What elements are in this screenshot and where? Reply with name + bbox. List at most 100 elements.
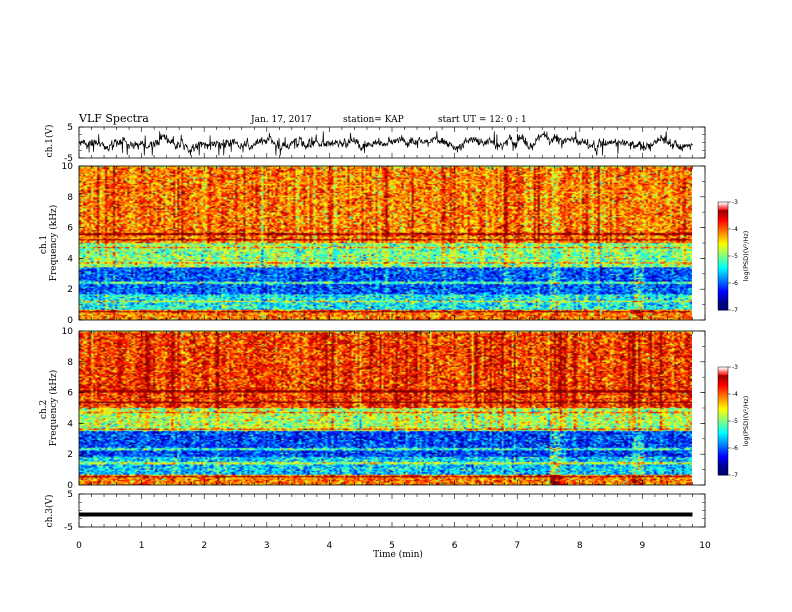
colorbar-segment [718,369,728,372]
colorbar-segment [718,394,728,396]
colorbar-segment [718,272,728,275]
colorbar-segment [718,461,728,464]
ch3-voltage-panel: 5 -5 [64,490,706,533]
station-label: station= KAP [343,115,404,125]
colorbar-segment [718,415,728,418]
colorbar-segment [718,254,728,257]
colorbar-segment [718,414,728,417]
colorbar-segment [718,381,728,384]
colorbar-segment [718,269,728,272]
colorbar-segment [718,412,728,415]
colorbar-tick-label: -4 [732,226,738,233]
colorbar-segment [718,367,728,369]
x-tick-label: 7 [514,541,520,551]
colorbar-segment [718,202,728,204]
colorbar-segment [718,396,728,399]
colorbar-segment [718,454,728,457]
colorbar-segment [718,392,728,395]
colorbar-segment [718,448,728,450]
colorbar-segment [718,433,728,435]
ch3-ylabel: ch.3(V) [44,495,55,528]
colorbar-segment [718,250,728,253]
ch2-spectrogram-ylabel: ch.2 Frequency (kHz) [39,370,59,447]
colorbar-segment [718,427,728,430]
colorbar-segment [718,439,728,442]
colorbar-segment [718,251,728,254]
colorbar-segment [718,430,728,433]
colorbar-segment [718,453,728,456]
colorbar-segment [718,216,728,219]
colorbar-segment [718,211,728,214]
colorbar-segment [718,438,728,441]
colorbar-segment [718,299,728,302]
y-tick-label: 10 [62,162,74,172]
colorbar-segment [718,277,728,280]
colorbar-segment [718,452,728,454]
colorbar-segment [718,389,728,392]
y-tick-label: 2 [67,450,73,460]
colorbar-segment [718,234,728,237]
colorbar-tick-label: -5 [732,418,738,425]
colorbar-segment [718,418,728,421]
colorbar-segment [718,261,728,264]
colorbar-segment [718,220,728,223]
colorbar-segment [718,404,728,407]
colorbar-segment [718,379,728,381]
colorbar-segment [718,204,728,207]
colorbar-segment [718,387,728,390]
colorbar-tick-label: -6 [732,280,738,287]
colorbar-segment [718,410,728,413]
colorbar-segment [718,425,728,427]
colorbar-segment [718,270,728,273]
colorbar-segment [718,222,728,225]
x-tick-label: 9 [640,541,646,551]
colorbar-segment [718,284,728,287]
colorbar-segment [718,458,728,461]
colorbar-segment [718,373,728,376]
colorbar-label: log(PSD)(V²/Hz) [742,396,750,447]
colorbar-segment [718,207,728,210]
colorbar-segment [718,431,728,434]
colorbar-segment [718,446,728,449]
colorbar-segment [718,273,728,276]
y-tick-label: 4 [67,254,73,264]
colorbar-tick-label: -7 [732,307,738,314]
y-tick-label: 2 [67,285,73,295]
colorbar-segment [718,206,728,208]
colorbar-segment [718,304,728,307]
colorbar-tick-label: -7 [732,472,738,479]
colorbar-segment [718,470,728,473]
ch1-voltage-panel: 5 -5 [64,123,706,164]
colorbar-segment [718,435,728,438]
y-tick-label: 5 [67,123,73,133]
date-label: Jan. 17, 2017 [250,115,312,125]
colorbar-segment [718,264,728,266]
colorbar-segment [718,301,728,304]
colorbar-segment [718,289,728,292]
colorbar-segment [718,408,728,411]
colorbar-segment [718,291,728,293]
colorbar-segment [718,449,728,452]
colorbar-segment [718,380,728,383]
y-tick-label: 10 [62,327,74,337]
colorbar-segment [718,462,728,465]
colorbar-segment [718,260,728,262]
colorbar-segment [718,212,728,215]
colorbar-segment [718,226,728,229]
y-tick-label: 6 [67,389,73,399]
colorbar-segment [718,246,728,249]
colorbar-segment [718,283,728,285]
colorbar-segment [718,281,728,284]
x-tick-label: 10 [699,541,711,551]
colorbar-segment [718,224,728,227]
colorbar-segment [718,256,728,258]
colorbar-segment [718,450,728,453]
colorbar-segment [718,398,728,400]
colorbar-segment [718,384,728,387]
colorbar-segment [718,243,728,246]
colorbar-segment [718,257,728,260]
colorbar-segment [718,457,728,460]
colorbar-segment [718,231,728,234]
ch2-colorbar: -3 -4 -5 -6 -7 log(PSD)(V²/Hz) [717,364,750,479]
